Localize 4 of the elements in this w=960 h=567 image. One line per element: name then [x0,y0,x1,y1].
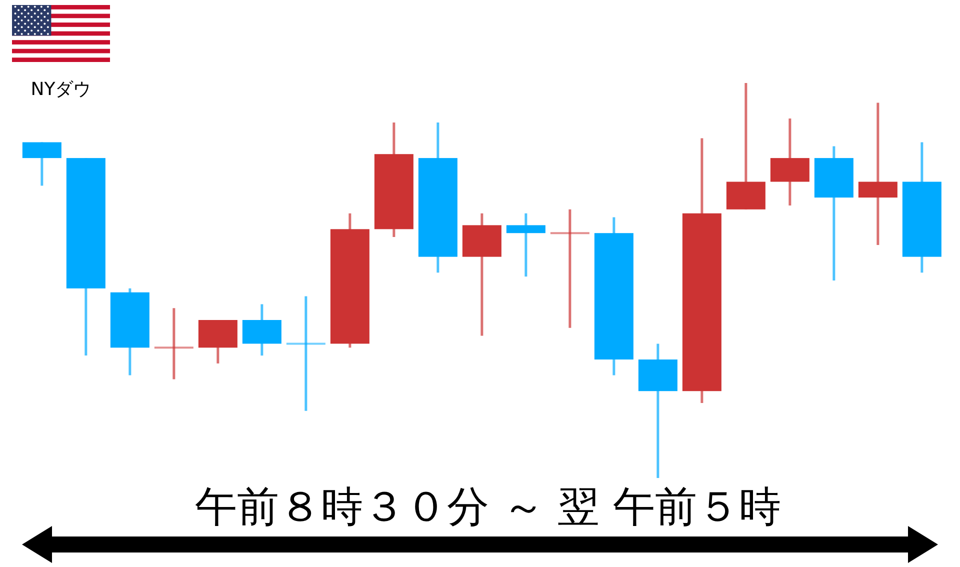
x-axis-title: 午前８時３０分 ～ 翌 午前５時 [194,482,782,531]
chart-title: NYダウ [30,79,92,100]
candlestick [858,102,898,246]
candlestick [506,212,546,278]
